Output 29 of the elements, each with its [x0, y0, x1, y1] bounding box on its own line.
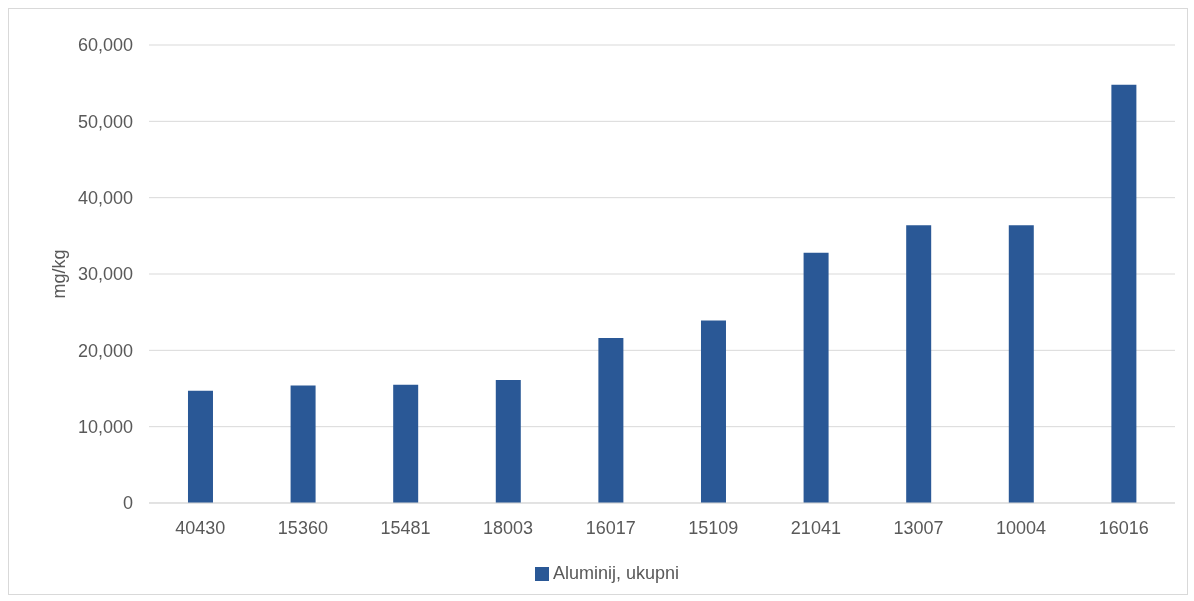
bar [700, 320, 726, 503]
bar [393, 384, 419, 503]
x-tick-label: 10004 [996, 517, 1047, 538]
legend-label: Aluminij, ukupni [552, 563, 680, 583]
bar [187, 390, 213, 503]
bar [1111, 84, 1137, 503]
y-tick-label: 50,000 [77, 111, 133, 132]
x-tick-label: 15481 [380, 517, 431, 538]
x-tick-label: 16017 [585, 517, 636, 538]
x-tick-label: 18003 [483, 517, 534, 538]
y-tick-label: 60,000 [77, 35, 133, 56]
bar [598, 338, 624, 503]
x-tick-label: 15109 [688, 517, 739, 538]
bar [495, 380, 521, 503]
y-tick-label: 40,000 [77, 188, 133, 209]
bar [906, 225, 932, 503]
bar [803, 252, 829, 503]
y-tick-label: 0 [122, 493, 133, 514]
x-tick-label: 16016 [1098, 517, 1149, 538]
bar [290, 385, 316, 503]
y-tick-label: 30,000 [77, 264, 133, 285]
y-tick-label: 10,000 [77, 417, 133, 438]
x-tick-label: 15360 [277, 517, 328, 538]
x-tick-label: 21041 [790, 517, 841, 538]
x-tick-label: 13007 [893, 517, 944, 538]
x-tick-label: 40430 [175, 517, 226, 538]
y-tick-label: 20,000 [77, 340, 133, 361]
bar [1008, 225, 1034, 503]
y-axis-title: mg/kg [49, 249, 70, 299]
